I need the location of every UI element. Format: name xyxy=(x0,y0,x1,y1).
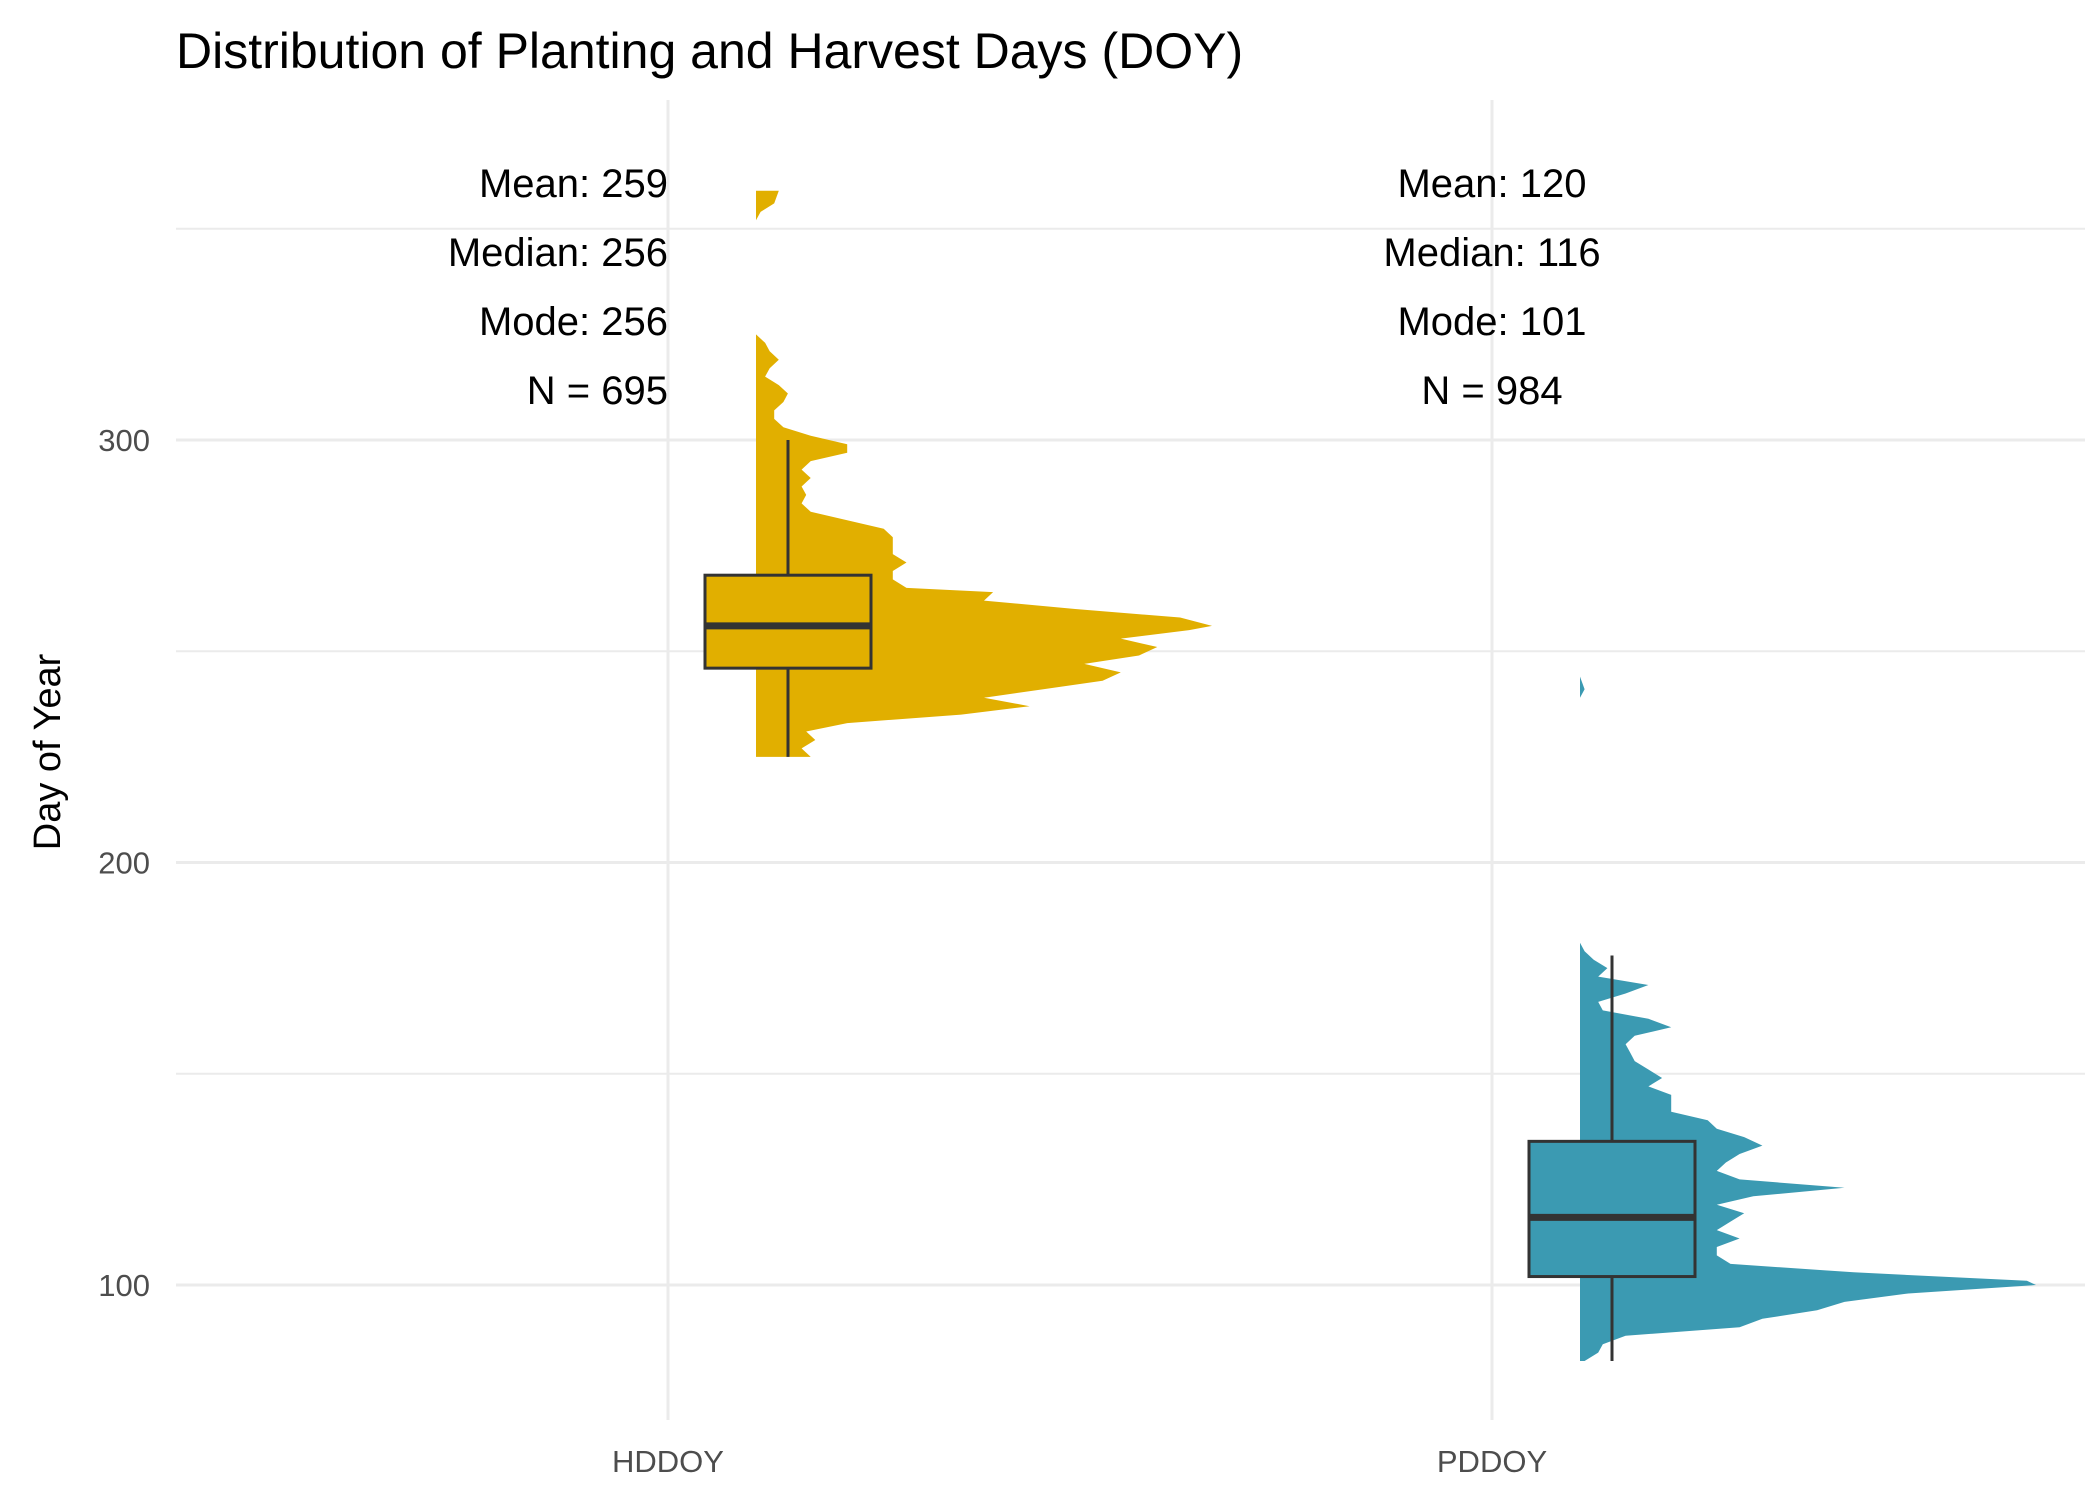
y-axis-label: Day of Year xyxy=(27,653,69,850)
box-layer xyxy=(703,440,1697,1362)
y-tick-label: 100 xyxy=(98,1268,150,1303)
stat-label: Mode: 101 xyxy=(1397,300,1586,344)
box-pddoy xyxy=(1527,1139,1697,1279)
y-tick-label: 200 xyxy=(98,846,150,881)
stat-label: Median: 116 xyxy=(1383,231,1600,275)
x-tick-label: PDDOY xyxy=(1437,1444,1547,1479)
tick-layer: 100 200 300 HDDOY PDDOY xyxy=(98,423,1547,1479)
violin-hddoy xyxy=(756,190,1212,757)
x-tick-label: HDDOY xyxy=(612,1444,724,1479)
stat-label: N = 695 xyxy=(527,369,668,413)
stat-label: Mode: 256 xyxy=(479,300,668,344)
violin-layer xyxy=(756,190,2036,1361)
grid-layer xyxy=(176,100,2085,1420)
stat-label: N = 984 xyxy=(1421,369,1562,413)
y-tick-label: 300 xyxy=(98,423,150,458)
box-hddoy xyxy=(703,573,873,670)
stat-label: Mean: 259 xyxy=(479,162,668,206)
stat-label: Median: 256 xyxy=(448,231,668,275)
chart-title: Distribution of Planting and Harvest Day… xyxy=(176,23,1243,79)
stat-label: Mean: 120 xyxy=(1397,162,1586,206)
stats-layer: Mean: 259 Median: 256 Mode: 256 N = 695 Mean… xyxy=(448,162,1601,413)
